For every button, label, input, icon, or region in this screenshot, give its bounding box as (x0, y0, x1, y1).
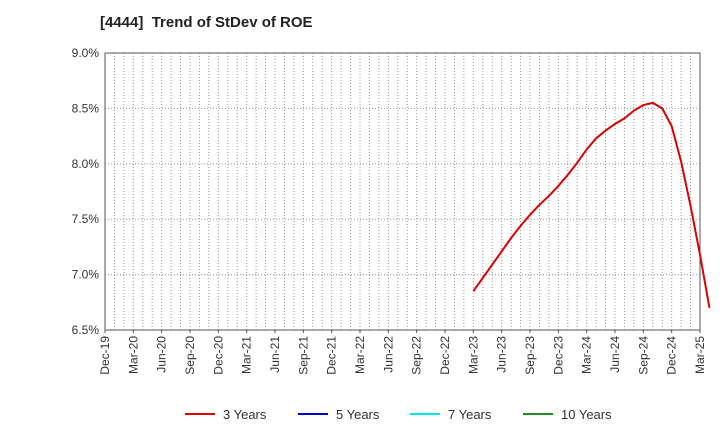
y-tick-label: 9.0% (72, 46, 100, 60)
x-tick-label: Sep-22 (410, 336, 424, 375)
series-line-3-years (472, 101, 711, 309)
x-tick-label: Mar-24 (580, 336, 594, 374)
legend-label-5-years: 5 Years (336, 407, 380, 422)
legend-label-10-years: 10 Years (561, 407, 612, 422)
x-tick-label: Jun-21 (268, 336, 282, 373)
x-tick-label: Mar-23 (466, 336, 480, 374)
x-tick-label: Sep-23 (523, 336, 537, 375)
x-tick-label: Mar-25 (693, 336, 707, 374)
plot-frame (104, 52, 701, 331)
y-tick-label: 8.0% (72, 157, 100, 171)
x-tick-label: Sep-21 (296, 336, 310, 375)
x-tick-label: Mar-20 (126, 336, 140, 374)
legend-label-3-years: 3 Years (223, 407, 267, 422)
x-tick-label: Dec-21 (325, 336, 339, 375)
x-tick-label: Dec-24 (665, 336, 679, 375)
y-tick-label: 8.5% (72, 101, 100, 115)
x-tick-label: Dec-23 (551, 336, 565, 375)
y-tick-label: 7.0% (72, 268, 100, 282)
x-tick-label: Jun-24 (608, 336, 622, 373)
legend-label-7-years: 7 Years (448, 407, 492, 422)
y-tick-label: 6.5% (72, 323, 100, 337)
x-tick-label: Sep-24 (636, 336, 650, 375)
x-tick-label: Jun-23 (495, 336, 509, 373)
x-tick-label: Sep-20 (183, 336, 197, 375)
x-tick-label: Mar-21 (240, 336, 254, 374)
x-tick-label: Jun-20 (155, 336, 169, 373)
x-tick-label: Jun-22 (381, 336, 395, 373)
x-tick-label: Dec-22 (438, 336, 452, 375)
chart-title: [4444] Trend of StDev of ROE (100, 14, 313, 31)
x-tick-label: Dec-20 (211, 336, 225, 375)
x-tick-label: Mar-22 (353, 336, 367, 374)
y-tick-label: 7.5% (72, 212, 100, 226)
x-tick-label: Dec-19 (98, 336, 112, 375)
